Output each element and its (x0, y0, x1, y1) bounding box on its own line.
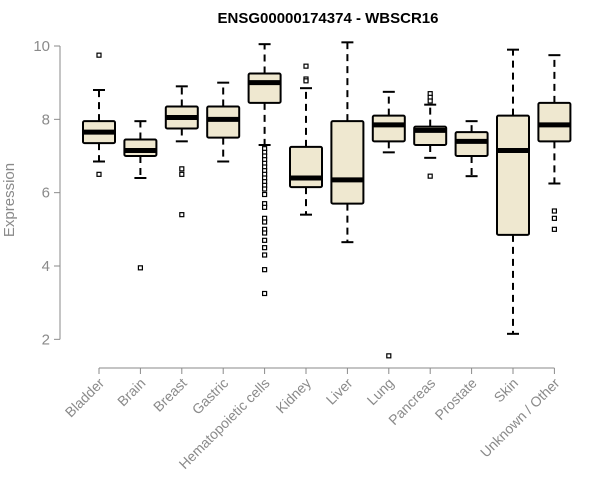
y-tick-label: 4 (42, 258, 50, 275)
outlier-point (551, 208, 558, 214)
outlier-point (262, 237, 268, 243)
box-pancreas (413, 91, 448, 179)
outlier-point (262, 252, 268, 258)
box-kidney (289, 63, 323, 216)
outlier-point (303, 63, 309, 69)
outlier-point (179, 171, 185, 177)
x-tick-label: Bladder (62, 375, 108, 421)
box-lung (371, 90, 406, 359)
box-iqr (289, 145, 323, 189)
outlier-point (96, 52, 102, 58)
box-iqr (247, 72, 282, 104)
outlier-point (386, 353, 392, 359)
outlier-point (262, 186, 268, 192)
box-iqr (537, 101, 572, 143)
outlier-point (262, 290, 268, 297)
outlier-point (551, 226, 558, 232)
y-tick-label: 8 (42, 111, 50, 128)
box-iqr (206, 105, 241, 139)
x-tick-label: Prostate (432, 375, 480, 423)
box-hematopoietic-cells (247, 43, 282, 297)
x-tick-label: Brain (114, 375, 148, 409)
y-axis: 2 4 6 8 10 (33, 38, 61, 348)
outlier-point (427, 173, 433, 179)
x-tick-label: Liver (323, 375, 356, 408)
y-tick-label: 2 (42, 331, 50, 348)
x-tick-label: Breast (150, 375, 190, 415)
box-iqr (496, 114, 530, 236)
y-tick-label: 6 (42, 185, 50, 202)
outlier-point (262, 219, 268, 225)
box-bladder (82, 52, 116, 177)
box-iqr (454, 131, 489, 158)
outlier-point (262, 230, 268, 236)
x-tick-label: Kidney (273, 375, 315, 417)
box-skin (496, 48, 530, 335)
outlier-point (262, 191, 268, 198)
x-tick-label: Unknown / Other (477, 375, 563, 461)
outlier-point (262, 267, 268, 273)
box-iqr (330, 120, 365, 205)
plot-area (82, 41, 572, 359)
box-iqr (123, 138, 158, 157)
y-axis-label: Expression (1, 163, 18, 237)
outlier-point (427, 98, 433, 104)
box-gastric (206, 81, 241, 163)
box-liver (330, 41, 365, 244)
outlier-point (551, 215, 558, 221)
outlier-point (179, 166, 185, 172)
box-breast (164, 85, 199, 218)
outlier-point (303, 78, 309, 84)
outlier-point (262, 204, 268, 210)
outlier-point (179, 212, 185, 218)
y-tick-label: 10 (33, 38, 50, 55)
box-iqr (371, 114, 406, 143)
chart-title: ENSG00000174374 - WBSCR16 (218, 10, 439, 27)
box-prostate (454, 120, 489, 178)
outlier-point (262, 245, 268, 251)
outlier-point (96, 171, 102, 177)
box-unknown-other (537, 54, 572, 232)
box-brain (123, 120, 158, 271)
outlier-point (137, 265, 143, 271)
x-tick-label: Lung (364, 375, 397, 408)
x-tick-label: Skin (491, 375, 522, 406)
